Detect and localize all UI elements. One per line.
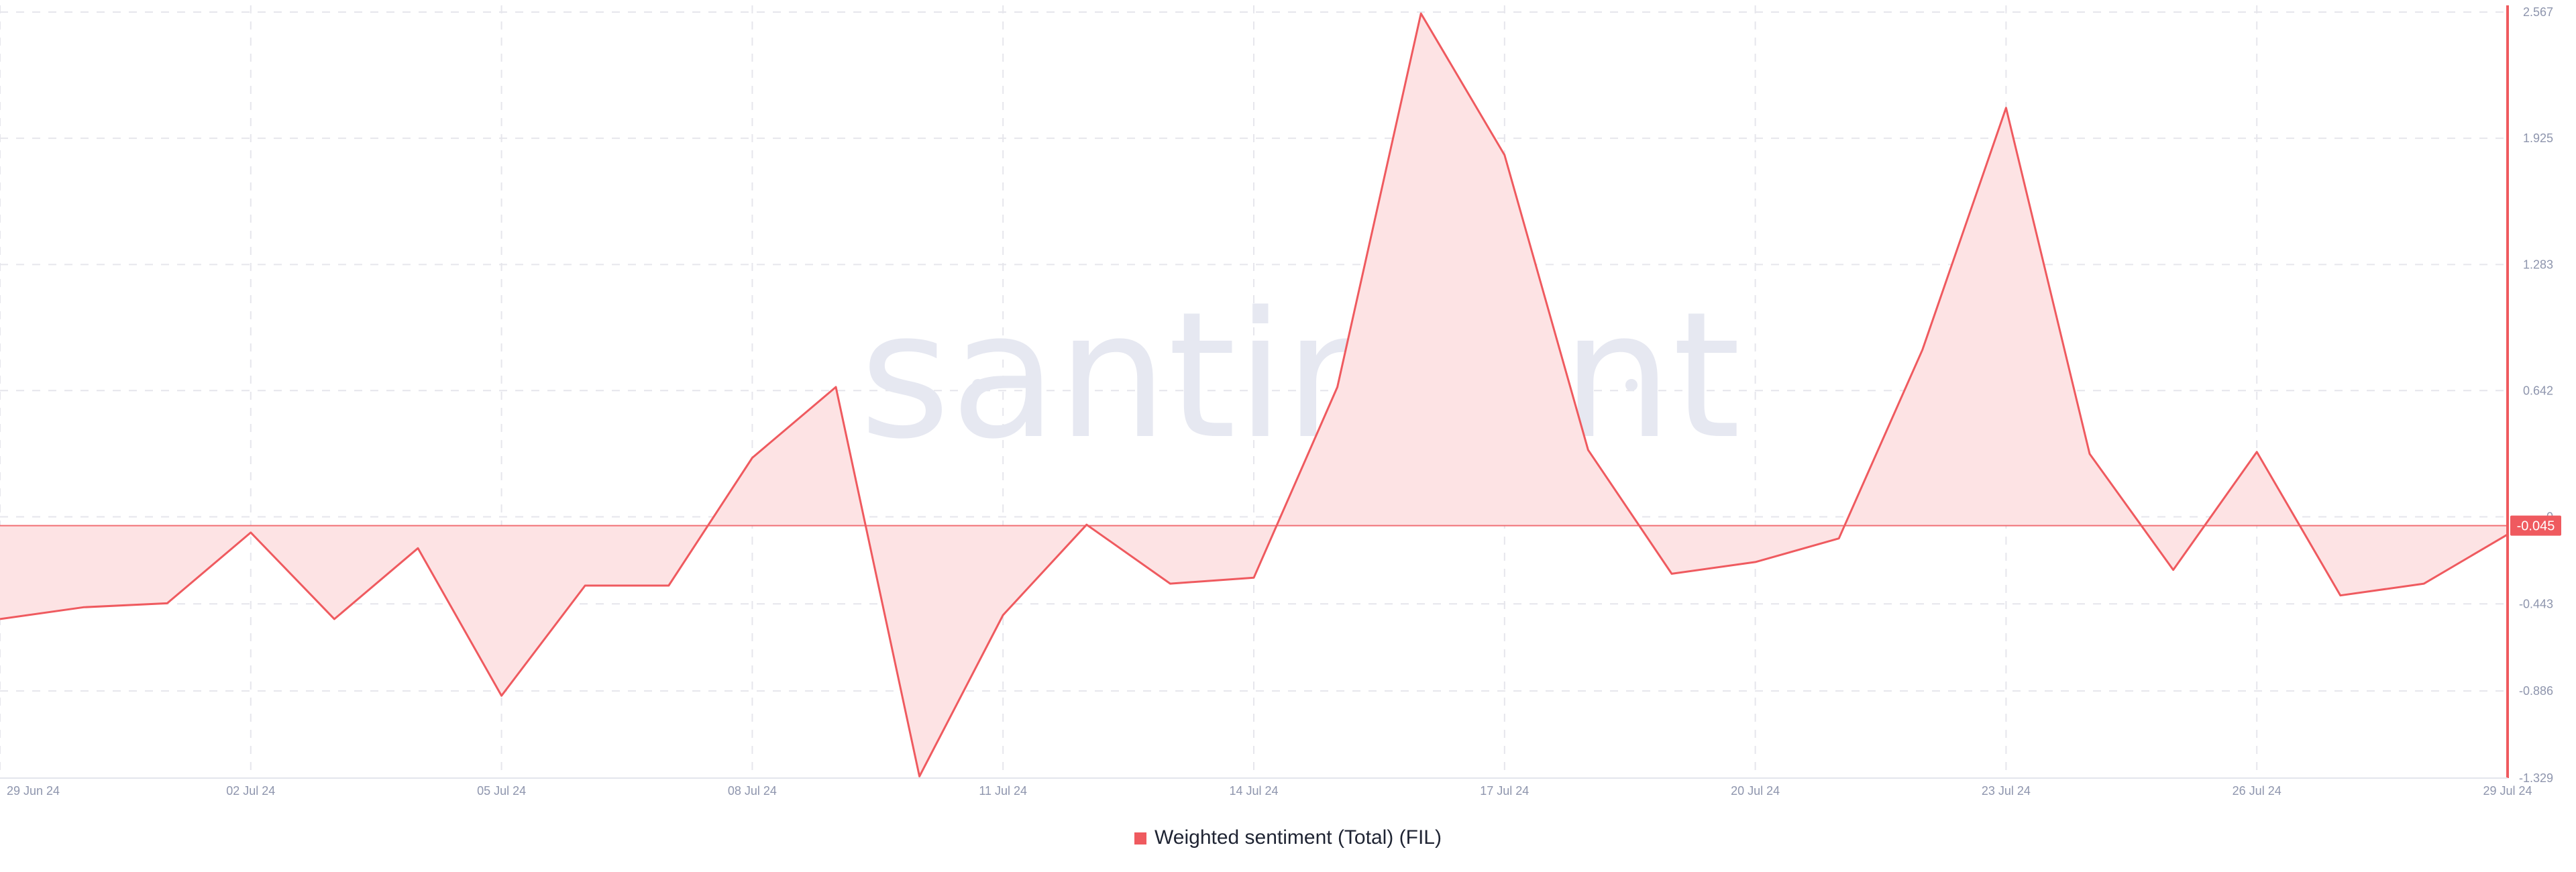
x-tick-label-1: 02 Jul 24 bbox=[226, 784, 275, 798]
series-area bbox=[0, 13, 2508, 777]
x-tick-label-6: 17 Jul 24 bbox=[1480, 784, 1529, 798]
legend[interactable]: Weighted sentiment (Total) (FIL) bbox=[0, 826, 2576, 849]
y-tick-label-7: 2.567 bbox=[2523, 5, 2553, 19]
legend-label: Weighted sentiment (Total) (FIL) bbox=[1155, 826, 1442, 849]
x-tick-label-10: 29 Jul 24 bbox=[2483, 784, 2532, 798]
x-tick-label-0: 29 Jun 24 bbox=[7, 784, 60, 798]
y-tick-label-0: -1.329 bbox=[2519, 771, 2553, 785]
last-value-label: -0.045 bbox=[2517, 519, 2555, 534]
x-tick-label-2: 05 Jul 24 bbox=[477, 784, 526, 798]
x-tick-label-3: 08 Jul 24 bbox=[728, 784, 777, 798]
x-tick-label-5: 14 Jul 24 bbox=[1229, 784, 1278, 798]
last-value-marker: -0.045 bbox=[2510, 515, 2561, 536]
x-tick-label-4: 11 Jul 24 bbox=[979, 784, 1027, 798]
y-tick-label-5: 1.283 bbox=[2523, 258, 2553, 271]
watermark-dot-left bbox=[972, 379, 984, 391]
x-tick-label-9: 26 Jul 24 bbox=[2233, 784, 2282, 798]
x-tick-label-7: 20 Jul 24 bbox=[1731, 784, 1780, 798]
y-tick-label-6: 1.925 bbox=[2523, 131, 2553, 145]
watermark-text: santiment bbox=[859, 275, 1741, 478]
x-tick-label-8: 23 Jul 24 bbox=[1982, 784, 2031, 798]
y-tick-label-2: -0.443 bbox=[2519, 597, 2553, 610]
series-line[interactable] bbox=[0, 12, 2508, 777]
last-value-badge bbox=[2510, 515, 2561, 536]
x-axis-ticks: 29 Jun 24 02 Jul 24 05 Jul 24 08 Jul 24 11 J… bbox=[7, 784, 2532, 798]
legend-swatch bbox=[1134, 832, 1147, 844]
watermark-dot-right bbox=[1625, 379, 1638, 391]
y-tick-label-1: -0.886 bbox=[2519, 684, 2553, 698]
y-tick-label-4: 0.642 bbox=[2523, 384, 2553, 397]
